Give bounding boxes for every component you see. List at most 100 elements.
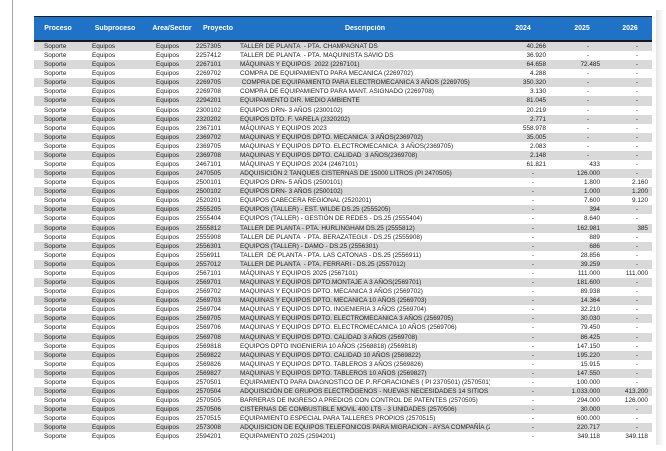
cell-proyecto: 2300102	[196, 106, 221, 114]
cell-area-sector: Equipos	[156, 433, 180, 441]
column-header-2025: 2025	[574, 25, 590, 32]
cell-2026: -	[635, 288, 638, 296]
table-row: Soporte Equipos Equipos 2569818 EQUIPOS DPTO…	[34, 341, 652, 351]
cell-proceso: Soporte	[44, 206, 67, 214]
column-header-2024: 2024	[515, 25, 531, 32]
cell-descripcion: MAQUINAS Y EQUIPOS DPTO. INGENIERIA 3 AÑ…	[240, 306, 427, 314]
cell-2025: 86.425	[580, 333, 600, 341]
cell-proceso: Soporte	[44, 387, 67, 395]
cell-2026: 111.000	[625, 269, 648, 277]
cell-subproceso: Equipos	[92, 161, 116, 169]
cell-area-sector: Equipos	[156, 424, 180, 432]
cell-descripcion: MÁQUINAS Y EQUIPOS 2024 (2467101)	[240, 161, 358, 169]
cell-proceso: Soporte	[44, 297, 67, 305]
table-row: Soporte Equipos Equipos 2569703 MAQUINAS Y E…	[34, 296, 652, 306]
cell-area-sector: Equipos	[156, 306, 180, 314]
cell-2026: -	[635, 170, 638, 178]
cell-2025: 147.550	[576, 369, 600, 377]
cell-2026: -	[635, 251, 638, 259]
cell-proyecto: 2569705	[196, 315, 221, 323]
cell-2026: -	[635, 142, 638, 150]
cell-descripcion: ADQUISICIÓN 2 TANQUES CISTERNAS DE 15000…	[240, 170, 452, 178]
cell-descripcion: EQUIPOS DTO. F. VARELA (2320202)	[240, 115, 350, 123]
cell-2026: 413.200	[624, 387, 648, 395]
cell-subproceso: Equipos	[92, 397, 116, 405]
table-row: Soporte Equipos Equipos 2369708 MAQUINAS Y E…	[34, 150, 652, 161]
cell-2024: -	[531, 415, 534, 423]
cell-2025: -	[586, 151, 589, 159]
cell-2024: -	[531, 324, 534, 332]
table-row: Soporte Equipos Equipos 2573008 ADQUISICION …	[34, 423, 652, 433]
cell-2026: -	[635, 260, 638, 268]
cell-subproceso: Equipos	[92, 88, 116, 96]
cell-subproceso: Equipos	[92, 424, 116, 432]
cell-subproceso: Equipos	[92, 406, 116, 414]
cell-2026: -	[635, 369, 638, 377]
cell-2026: -	[635, 306, 638, 314]
cell-2024: -	[531, 297, 534, 305]
cell-proyecto: 2570515	[196, 415, 221, 423]
cell-2025: -	[586, 43, 589, 50]
table-row: Soporte Equipos Equipos 2520201 EQUIPOS CABE…	[34, 196, 652, 206]
cell-2024: -	[531, 406, 534, 414]
cell-area-sector: Equipos	[156, 351, 180, 359]
cell-subproceso: Equipos	[92, 242, 116, 250]
cell-proceso: Soporte	[44, 279, 67, 287]
cell-subproceso: Equipos	[92, 233, 116, 241]
cell-descripcion: EQUIPAMIENTO 2025 (2594201)	[240, 433, 336, 441]
cell-2024: 350.320	[522, 79, 546, 87]
cell-descripcion: TALLER DE PLANTA - PTA. LAS CATONAS - DS…	[240, 251, 422, 259]
cell-proceso: Soporte	[44, 115, 67, 123]
page-left-edge-line	[12, 0, 13, 451]
cell-2024: -	[531, 397, 534, 405]
table-row: Soporte Equipos Equipos 2556301 EQUIPOS (TAL…	[34, 241, 652, 251]
cell-2026: -	[635, 115, 638, 123]
cell-proceso: Soporte	[44, 70, 67, 78]
cell-subproceso: Equipos	[92, 215, 116, 223]
cell-2026: -	[635, 333, 638, 341]
cell-proceso: Soporte	[44, 415, 67, 423]
cell-descripcion: EQUIPAMIENTO PARA DIAGNOSTICO DE P..RFOR…	[240, 378, 490, 386]
cell-2024: -	[531, 342, 534, 350]
cell-proceso: Soporte	[44, 161, 67, 169]
table-header-row: Proceso Subproceso Área/Sector Proyecto Desc…	[34, 16, 652, 42]
cell-subproceso: Equipos	[92, 170, 116, 178]
table-row: Soporte Equipos Equipos 2269705 COMPRA DE E…	[34, 78, 652, 88]
cell-descripcion: MAQUINAS Y EQUIPOS DPTO. ELECTROMECANICA…	[240, 142, 454, 150]
cell-2025: 39.259	[580, 260, 600, 268]
cell-descripcion: EQUIPOS DRN- 3 AÑOS (2500102)	[240, 188, 343, 196]
cell-2024: -	[531, 306, 534, 314]
cell-area-sector: Equipos	[156, 179, 180, 187]
cell-proyecto: 2369702	[196, 133, 221, 141]
cell-proyecto: 2257305	[196, 43, 221, 50]
cell-area-sector: Equipos	[156, 133, 180, 141]
cell-area-sector: Equipos	[156, 206, 180, 214]
cell-area-sector: Equipos	[156, 360, 180, 368]
cell-2026: -	[635, 70, 638, 78]
cell-descripcion: MÁQUINAS Y EQUIPOS 2025 (2567101)	[240, 269, 358, 277]
cell-proyecto: 2294201	[196, 97, 221, 105]
cell-subproceso: Equipos	[92, 433, 116, 441]
cell-proyecto: 2367101	[196, 124, 221, 132]
cell-area-sector: Equipos	[156, 161, 180, 169]
cell-2026: -	[635, 415, 638, 423]
cell-proceso: Soporte	[44, 251, 67, 259]
cell-proyecto: 2570506	[196, 406, 221, 414]
cell-2025: 1.800	[584, 179, 600, 187]
table-row: Soporte Equipos Equipos 2570506 CISTERNAS DE…	[34, 405, 652, 415]
cell-2025: -	[586, 115, 589, 123]
cell-descripcion: MAQUINAS Y EQUIPOS DPTO. TABLEROS 3 AÑOS…	[240, 360, 424, 368]
cell-proceso: Soporte	[44, 424, 67, 432]
table-row: Soporte Equipos Equipos 2267101 MÁQUINAS Y E…	[34, 60, 652, 70]
cell-area-sector: Equipos	[156, 88, 180, 96]
cell-area-sector: Equipos	[156, 124, 180, 132]
cell-descripcion: EQUIPAMIENTO DIR. MEDIO AMBIENTE	[240, 97, 360, 105]
column-header-subproceso: Subproceso	[94, 25, 136, 32]
cell-proceso: Soporte	[44, 315, 67, 323]
cell-proyecto: 2570501	[196, 378, 221, 386]
table-row: Soporte Equipos Equipos 2470505 ADQUISICIÓN …	[34, 169, 652, 179]
table-row: Soporte Equipos Equipos 2569822 MAQUINAS Y E…	[34, 350, 652, 360]
cell-proyecto: 2555812	[196, 224, 221, 232]
cell-area-sector: Equipos	[156, 406, 180, 414]
table-row: Soporte Equipos Equipos 2555908 TALLER DE PL…	[34, 232, 652, 242]
